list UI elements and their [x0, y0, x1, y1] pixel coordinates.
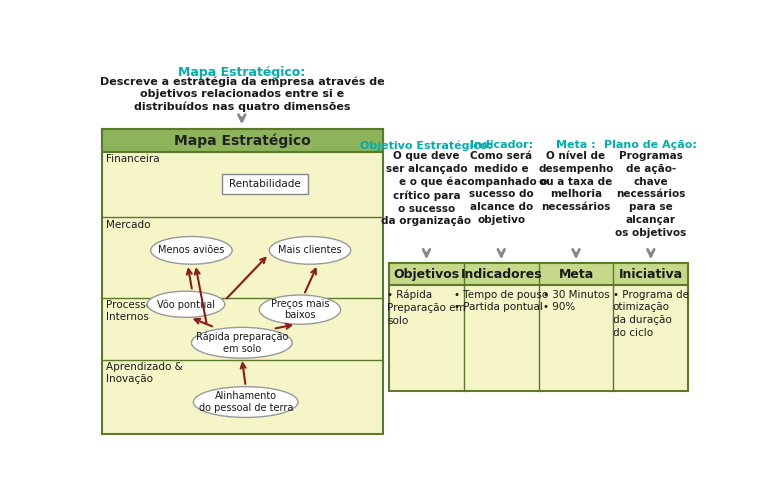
Text: Mapa Estratégico:: Mapa Estratégico: — [178, 65, 305, 79]
Text: Menos aviões: Menos aviões — [158, 246, 225, 255]
Ellipse shape — [193, 387, 298, 417]
Ellipse shape — [259, 295, 341, 324]
Bar — [102, 129, 383, 435]
Bar — [389, 263, 688, 285]
Text: • Tempo de pouso
• Partida pontual: • Tempo de pouso • Partida pontual — [454, 290, 548, 312]
Text: Descreve a estratégia da empresa através de
objetivos relacionados entre si e
di: Descreve a estratégia da empresa através… — [99, 76, 384, 112]
Text: Financeira: Financeira — [106, 154, 160, 164]
Text: O nível de
desempenho
ou a taxa de
melhoria
necessários: O nível de desempenho ou a taxa de melho… — [538, 151, 614, 212]
Text: Preços mais
baixos: Preços mais baixos — [271, 299, 329, 320]
Text: • Programa de
otimização
da duração
do ciclo: • Programa de otimização da duração do c… — [613, 290, 689, 338]
Text: Indicador:: Indicador: — [470, 140, 533, 150]
Text: Indicadores: Indicadores — [461, 268, 542, 281]
Text: Aprendizado &
Inovação: Aprendizado & Inovação — [106, 362, 183, 384]
Text: Objetivos: Objetivos — [394, 268, 460, 281]
Text: Meta: Meta — [558, 268, 594, 281]
Text: Mapa Estratégico: Mapa Estratégico — [175, 133, 311, 148]
Text: Vôo pontual: Vôo pontual — [157, 299, 215, 309]
Ellipse shape — [191, 327, 292, 358]
Text: Iniciativa: Iniciativa — [619, 268, 683, 281]
Text: Mercado: Mercado — [106, 220, 151, 230]
Text: Plano de Ação:: Plano de Ação: — [604, 140, 697, 150]
Text: O que deve
ser alcançado
e o que é
crítico para
o sucesso
da organização: O que deve ser alcançado e o que é críti… — [381, 151, 471, 226]
Bar — [222, 174, 308, 194]
Text: Rentabilidade: Rentabilidade — [229, 179, 301, 189]
Bar — [389, 263, 688, 391]
Text: • 30 Minutos
• 90%: • 30 Minutos • 90% — [543, 290, 609, 312]
Ellipse shape — [269, 237, 351, 264]
Text: Objetivo Estratégico:: Objetivo Estratégico: — [361, 140, 492, 151]
Text: Mais clientes: Mais clientes — [278, 246, 342, 255]
Text: Processos
Internos: Processos Internos — [106, 300, 158, 322]
Ellipse shape — [151, 237, 232, 264]
Text: Rápida preparação
em solo: Rápida preparação em solo — [195, 332, 288, 354]
Ellipse shape — [148, 291, 225, 317]
Text: • Rápida
Preparação em
solo: • Rápida Preparação em solo — [387, 290, 466, 326]
Text: Alinhamento
do pessoal de terra: Alinhamento do pessoal de terra — [198, 391, 293, 413]
Text: Como será
medido e
acompanhado o
sucesso do
alcance do
objetivo: Como será medido e acompanhado o sucesso… — [454, 151, 548, 225]
Text: Programas
de ação-
chave
necessários
para se
alcançar
os objetivos: Programas de ação- chave necessários par… — [615, 151, 687, 238]
Text: Meta :: Meta : — [556, 140, 596, 150]
Bar — [102, 129, 383, 152]
